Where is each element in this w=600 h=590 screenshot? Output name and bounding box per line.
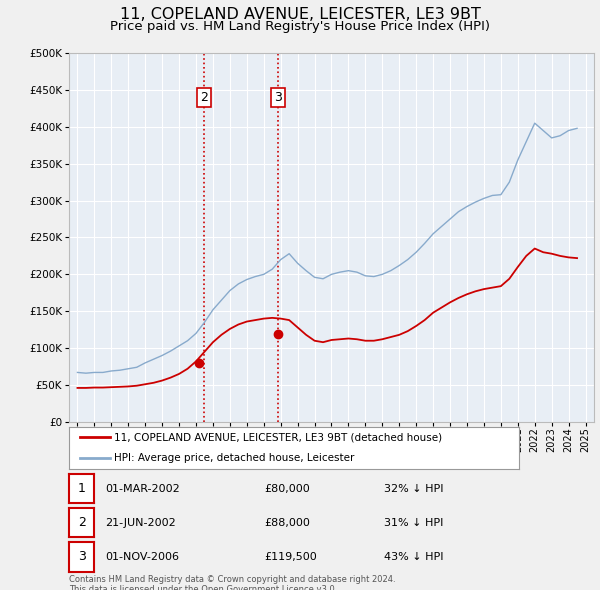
Text: 3: 3 <box>77 550 86 563</box>
Text: HPI: Average price, detached house, Leicester: HPI: Average price, detached house, Leic… <box>114 454 355 463</box>
Text: 11, COPELAND AVENUE, LEICESTER, LE3 9BT (detached house): 11, COPELAND AVENUE, LEICESTER, LE3 9BT … <box>114 432 442 442</box>
Text: 32% ↓ HPI: 32% ↓ HPI <box>384 484 443 493</box>
Text: 01-MAR-2002: 01-MAR-2002 <box>105 484 180 493</box>
Text: £88,000: £88,000 <box>264 518 310 527</box>
Text: 31% ↓ HPI: 31% ↓ HPI <box>384 518 443 527</box>
Text: 43% ↓ HPI: 43% ↓ HPI <box>384 552 443 562</box>
Text: 1: 1 <box>77 482 86 495</box>
Text: Price paid vs. HM Land Registry's House Price Index (HPI): Price paid vs. HM Land Registry's House … <box>110 20 490 33</box>
Text: Contains HM Land Registry data © Crown copyright and database right 2024.
This d: Contains HM Land Registry data © Crown c… <box>69 575 395 590</box>
Text: 3: 3 <box>274 91 282 104</box>
Text: £80,000: £80,000 <box>264 484 310 493</box>
Text: 2: 2 <box>77 516 86 529</box>
Text: 01-NOV-2006: 01-NOV-2006 <box>105 552 179 562</box>
Text: 2: 2 <box>200 91 208 104</box>
Text: £119,500: £119,500 <box>264 552 317 562</box>
Text: 21-JUN-2002: 21-JUN-2002 <box>105 518 176 527</box>
Text: 11, COPELAND AVENUE, LEICESTER, LE3 9BT: 11, COPELAND AVENUE, LEICESTER, LE3 9BT <box>119 7 481 22</box>
